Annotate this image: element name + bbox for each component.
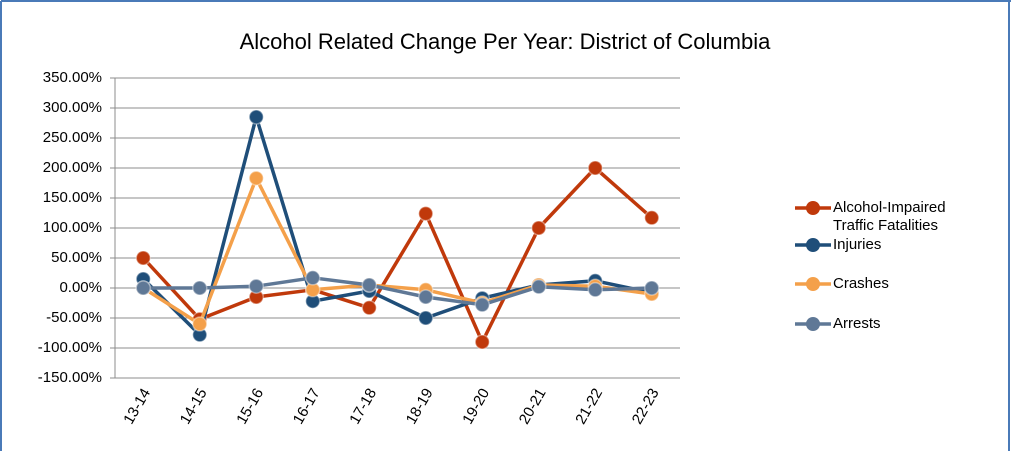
data-point [192,316,208,332]
y-tick-label: 250.00% [43,129,102,146]
data-point [644,280,660,296]
x-tick-label: 21-22 [572,385,606,427]
data-point [587,160,603,176]
series-line [142,115,653,337]
x-tick-label: 13-14 [120,385,154,427]
y-tick-label: -150.00% [38,369,102,386]
y-tick-label: 200.00% [43,159,102,176]
legend-swatch [806,317,820,331]
y-tick-label: 300.00% [43,99,102,116]
data-point [474,297,490,313]
x-tick-label: 18-19 [403,385,437,427]
y-tick-label: -100.00% [38,339,102,356]
legend-label: Alcohol-Impaired Traffic Fatalities [833,199,946,234]
x-tick-label: 22-23 [629,385,663,427]
legend-label: Injuries [833,236,882,253]
x-tick-label: 14-15 [177,385,211,427]
legend-label: Arrests [833,315,881,332]
chart-title: Alcohol Related Change Per Year: Distric… [240,29,771,54]
data-point [587,282,603,298]
legend-swatch [806,277,820,291]
data-point [418,310,434,326]
legend-swatch [806,238,820,252]
y-tick-label: 0.00% [59,279,102,296]
data-point [192,280,208,296]
y-tick-label: 50.00% [51,249,102,266]
series-line [143,276,652,307]
series-line [142,176,652,326]
data-point [248,170,264,186]
y-tick-label: 150.00% [43,189,102,206]
data-point [361,277,377,293]
x-tick-label: 19-20 [459,385,493,427]
data-point [361,300,377,316]
data-point [135,250,151,266]
legend-swatch [806,201,820,215]
data-point [474,334,490,350]
x-tick-label: 15-16 [233,385,267,427]
data-point [418,289,434,305]
data-point [644,210,660,226]
series-line [141,166,653,344]
data-point [135,280,151,296]
data-point [248,109,264,125]
x-tick-label: 16-17 [290,385,324,427]
data-point [248,278,264,294]
y-tick-label: 350.00% [43,69,102,86]
y-tick-label: -50.00% [46,309,102,326]
data-point [531,220,547,236]
data-point [531,279,547,295]
data-point [418,205,434,222]
x-tick-label: 17-18 [346,385,380,427]
x-tick-label: 20-21 [516,385,550,427]
data-point [305,270,321,286]
y-tick-label: 100.00% [43,219,102,236]
legend-label: Crashes [833,275,889,292]
